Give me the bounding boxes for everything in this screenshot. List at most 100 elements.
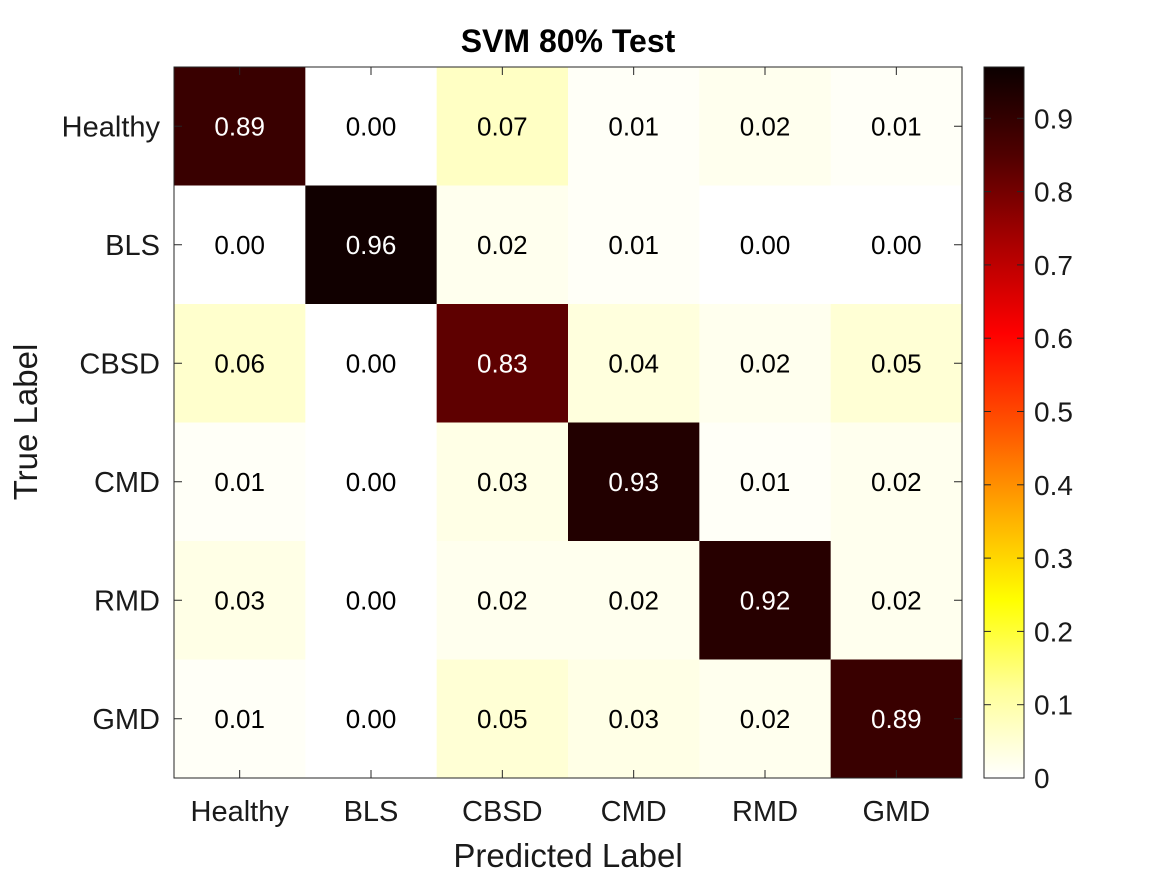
heatmap-cell (568, 659, 700, 779)
heatmap-cell (305, 304, 438, 423)
plot-frame (173, 66, 963, 779)
heatmap-cell (174, 67, 306, 186)
cell-value-label: 0.07 (477, 111, 528, 141)
colorbar (983, 66, 1025, 779)
cell-value-label: 0.01 (740, 467, 791, 497)
cell-value-label: 0.05 (871, 348, 922, 378)
heatmap-cell (699, 541, 832, 660)
cell-value-label: 0.02 (740, 111, 791, 141)
colorbar-tick-label: 0.9 (1034, 103, 1073, 134)
colorbar-tick-label: 0.8 (1034, 177, 1073, 208)
cell-value-label: 0.03 (214, 585, 265, 615)
colorbar-tick-label: 0.2 (1034, 616, 1073, 647)
y-axis-label: True Label (7, 344, 44, 501)
y-tick-label: Healthy (62, 111, 161, 143)
heatmap-cell (305, 67, 438, 186)
heatmap-cell (830, 659, 963, 779)
cell-value-label: 0.02 (740, 348, 791, 378)
cell-value-label: 0.83 (477, 348, 528, 378)
heatmap-cell (436, 304, 569, 423)
heatmap-cell (699, 304, 832, 423)
y-tick-labels: Healthy BLS CBSD CMD RMD GMD (62, 111, 161, 736)
colorbar-tick-label: 0.7 (1034, 250, 1073, 281)
cell-value-label: 0.02 (477, 230, 528, 260)
y-tick-label: RMD (94, 585, 160, 617)
heatmap-cell (436, 67, 569, 186)
cell-value-label: 0.93 (608, 467, 659, 497)
x-tick-labels: Healthy BLS CBSD CMD RMD GMD (191, 796, 931, 828)
cell-value-label: 0.04 (608, 348, 659, 378)
heatmap-cell (305, 541, 438, 660)
heatmap-cell (699, 67, 832, 186)
cell-value-label: 0.03 (608, 704, 659, 734)
cell-value-label: 0.02 (871, 467, 922, 497)
heatmap-cell (305, 659, 438, 779)
heatmap-cells (174, 67, 963, 779)
y-tick-label: CBSD (79, 348, 160, 380)
cell-value-label: 0.01 (871, 111, 922, 141)
heatmap-cell (174, 422, 306, 542)
cell-value-label: 0.01 (214, 467, 265, 497)
heatmap-cell (568, 67, 700, 186)
heatmap-cell-labels: 0.89 0.00 0.07 0.01 0.02 0.01 0.00 0.96 0.02 0.01… (214, 111, 921, 734)
y-tick-label: CMD (94, 467, 160, 499)
heatmap-cell (830, 541, 963, 660)
x-tick-label: RMD (732, 796, 798, 828)
heatmap-cell (305, 185, 438, 305)
cell-value-label: 0.89 (214, 111, 265, 141)
heatmap-cell (436, 541, 569, 660)
cell-value-label: 0.05 (477, 704, 528, 734)
cell-value-label: 0.96 (346, 230, 397, 260)
y-tick-label: BLS (105, 230, 160, 262)
heatmap-cell (699, 659, 832, 779)
heatmap-cell (174, 659, 306, 779)
cell-value-label: 0.00 (346, 704, 397, 734)
colorbar-ticks: 0 0.1 0.2 0.3 0.4 0.5 0.6 0.7 0.8 0.9 (984, 103, 1073, 794)
cell-value-label: 0.00 (346, 348, 397, 378)
cell-value-label: 0.02 (740, 704, 791, 734)
heatmap-cell (830, 185, 963, 305)
colorbar-tick-label: 0.1 (1034, 690, 1073, 721)
heatmap-cell (830, 304, 963, 423)
cell-value-label: 0.01 (608, 111, 659, 141)
cell-value-label: 0.00 (346, 585, 397, 615)
colorbar-tick-label: 0.3 (1034, 543, 1073, 574)
chart-title: SVM 80% Test (461, 23, 676, 59)
cell-value-label: 0.03 (477, 467, 528, 497)
x-tick-label: BLS (344, 796, 399, 828)
cell-value-label: 0.00 (346, 467, 397, 497)
heatmap-cell (568, 185, 700, 305)
heatmap-cell (568, 541, 700, 660)
cell-value-label: 0.02 (608, 585, 659, 615)
heatmap-cell (699, 185, 832, 305)
colorbar-tick-label: 0 (1034, 763, 1050, 794)
colorbar-tick-label: 0.5 (1034, 397, 1073, 428)
heatmap-cell (699, 422, 832, 542)
heatmap-cell (305, 422, 438, 542)
cell-value-label: 0.01 (214, 704, 265, 734)
axis-ticks (174, 67, 962, 778)
heatmap-cell (436, 422, 569, 542)
heatmap-cell (830, 422, 963, 542)
colorbar-tick-label: 0.4 (1034, 470, 1073, 501)
cell-value-label: 0.92 (740, 585, 791, 615)
heatmap-cell (174, 185, 306, 305)
heatmap-cell (830, 67, 963, 186)
heatmap-cell (568, 422, 700, 542)
x-tick-label: GMD (862, 796, 930, 828)
heatmap-cell (436, 659, 569, 779)
cell-value-label: 0.00 (346, 111, 397, 141)
cell-value-label: 0.02 (871, 585, 922, 615)
y-tick-label: GMD (92, 704, 160, 736)
cell-value-label: 0.89 (871, 704, 922, 734)
cell-value-label: 0.00 (871, 230, 922, 260)
x-tick-label: CMD (601, 796, 667, 828)
heatmap-cell (436, 185, 569, 305)
heatmap-cell (568, 304, 700, 423)
cell-value-label: 0.02 (477, 585, 528, 615)
x-axis-label: Predicted Label (453, 837, 682, 874)
cell-value-label: 0.01 (608, 230, 659, 260)
x-tick-label: Healthy (191, 796, 290, 828)
heatmap-cell (174, 304, 306, 423)
